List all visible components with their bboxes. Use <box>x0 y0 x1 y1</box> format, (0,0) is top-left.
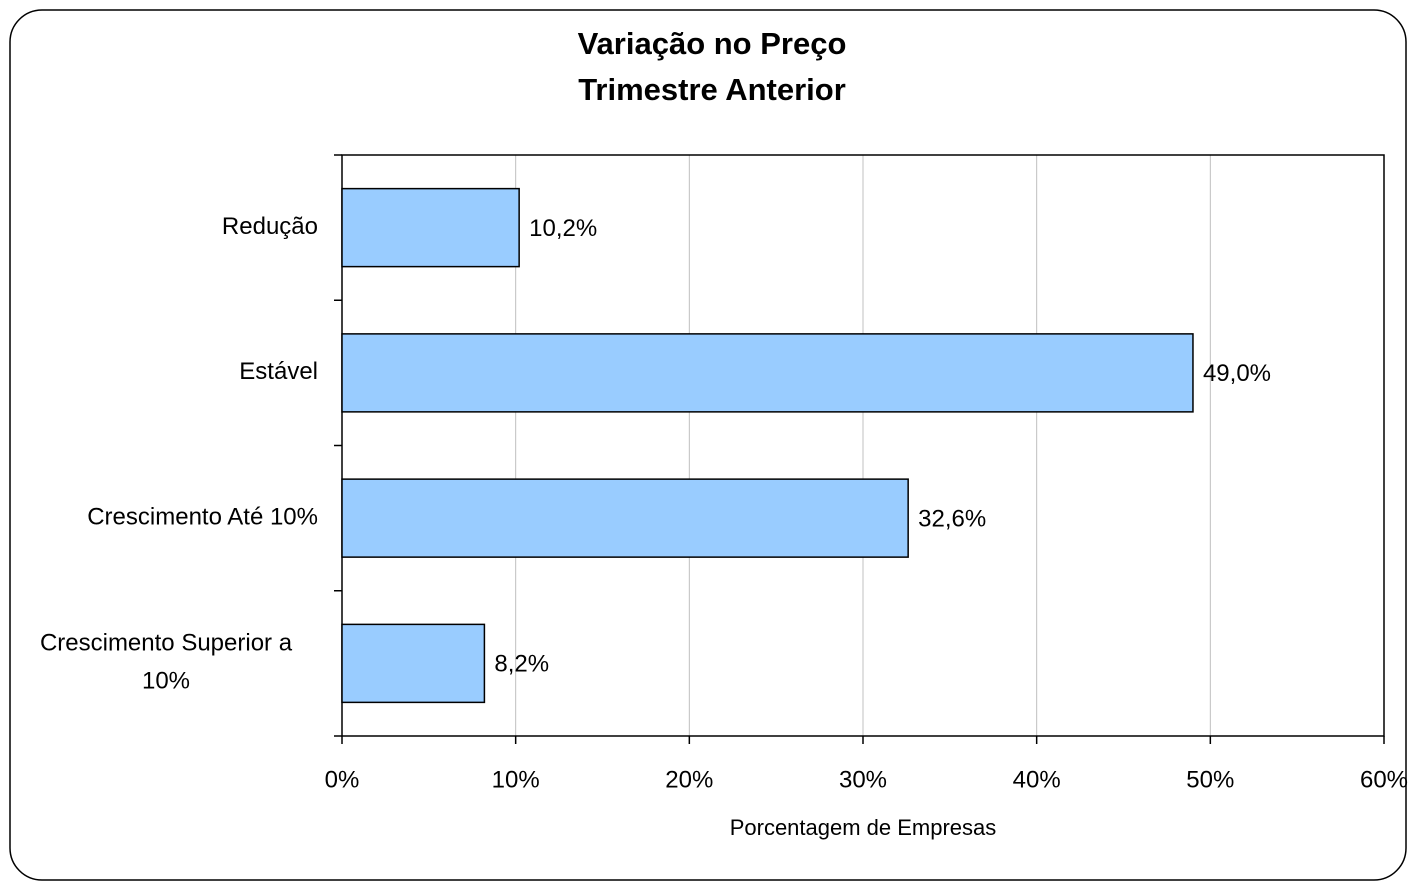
y-tick-label: Crescimento Superior a 10% <box>40 630 293 695</box>
data-label: 32,6% <box>918 505 986 532</box>
bar <box>341 478 909 558</box>
plot-frame <box>341 154 1385 737</box>
x-tick-label: 60% <box>1360 766 1408 793</box>
chart-frame <box>9 9 1407 881</box>
data-label: 10,2% <box>529 215 597 242</box>
x-axis-label: Porcentagem de Empresas <box>730 815 997 840</box>
x-tick-label: 20% <box>665 766 713 793</box>
y-tick-label: Crescimento Até 10% <box>87 503 318 530</box>
bar <box>341 187 520 268</box>
bar <box>341 623 486 704</box>
y-tick-label: Redução <box>222 213 318 240</box>
chart-subtitle: Trimestre Anterior <box>578 72 846 107</box>
chart-title: Variação no Preço <box>578 26 847 61</box>
x-tick-label: 0% <box>325 766 360 793</box>
data-label: 49,0% <box>1203 360 1271 387</box>
x-tick-label: 50% <box>1186 766 1234 793</box>
x-tick-label: 30% <box>839 766 887 793</box>
y-tick-label: Estável <box>239 358 318 385</box>
data-label: 8,2% <box>494 651 549 678</box>
x-tick-label: 40% <box>1013 766 1061 793</box>
x-tick-label: 10% <box>492 766 540 793</box>
bar <box>341 333 1194 413</box>
